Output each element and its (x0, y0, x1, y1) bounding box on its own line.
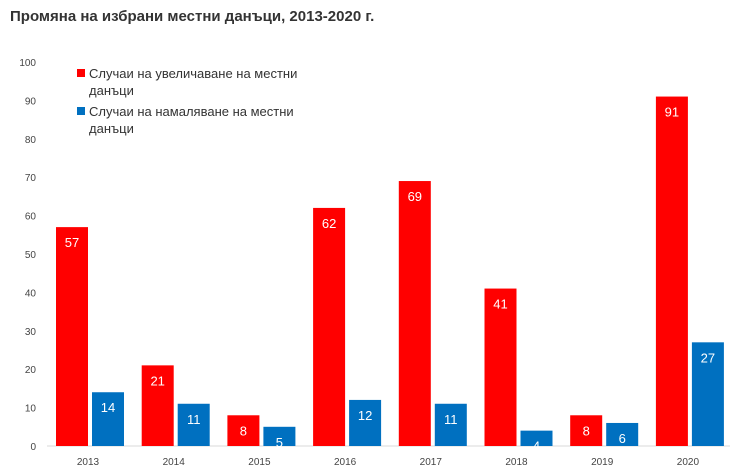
data-label: 8 (240, 423, 247, 438)
bar-increase-2016 (313, 207, 346, 446)
y-tick-label: 100 (19, 58, 36, 69)
data-label: 62 (322, 216, 336, 231)
bar-increase-2014 (141, 365, 174, 446)
x-tick-label: 2018 (505, 457, 528, 468)
y-tick-label: 30 (25, 327, 37, 338)
data-label: 41 (493, 297, 507, 312)
x-tick-label: 2013 (77, 457, 100, 468)
x-tick-label: 2016 (334, 457, 357, 468)
data-label: 21 (150, 373, 164, 388)
legend-label: данъци (89, 121, 134, 136)
data-label: 27 (701, 350, 715, 365)
bar-increase-2015 (227, 415, 260, 446)
bar-increase-2013 (56, 227, 88, 446)
data-label: 6 (619, 431, 626, 446)
y-tick-label: 70 (25, 173, 37, 184)
y-tick-label: 60 (25, 212, 37, 223)
bar-decrease-2016 (349, 399, 382, 446)
chart-title: Промяна на избрани местни данъци, 2013-2… (10, 8, 375, 25)
bar-decrease-2019 (606, 422, 639, 446)
data-label: 69 (408, 189, 422, 204)
data-label: 8 (583, 423, 590, 438)
bar-increase-2020 (655, 96, 688, 446)
bar-decrease-2014 (177, 403, 210, 446)
bar-decrease-2020 (691, 342, 724, 446)
legend-label: Случаи на увеличаване на местни (89, 66, 297, 81)
y-tick-label: 0 (30, 442, 36, 453)
legend-label: данъци (89, 83, 134, 98)
bar-increase-2017 (398, 181, 431, 447)
y-tick-label: 10 (25, 404, 37, 415)
x-tick-label: 2015 (248, 457, 271, 468)
bar-decrease-2015 (263, 426, 296, 446)
bar-increase-2018 (484, 288, 517, 446)
legend-label: Случаи на намаляване на местни (89, 104, 294, 119)
y-tick-label: 50 (25, 250, 37, 261)
data-label: 11 (444, 412, 458, 427)
data-label: 57 (65, 235, 79, 250)
y-tick-label: 80 (25, 135, 37, 146)
x-tick-label: 2014 (163, 457, 186, 468)
legend-swatch (77, 69, 85, 77)
data-label: 4 (533, 439, 540, 454)
bar-decrease-2018 (520, 430, 553, 446)
x-tick-label: 2019 (591, 457, 614, 468)
data-label: 91 (665, 105, 679, 120)
data-label: 11 (187, 412, 201, 427)
y-tick-label: 40 (25, 288, 37, 299)
legend-swatch (77, 107, 85, 115)
bar-decrease-2017 (434, 403, 467, 446)
x-tick-label: 2020 (677, 457, 700, 468)
data-label: 12 (358, 408, 372, 423)
data-label: 14 (101, 400, 115, 415)
y-tick-label: 20 (25, 365, 37, 376)
y-tick-label: 90 (25, 96, 37, 107)
bar-decrease-2013 (92, 392, 124, 446)
x-tick-label: 2017 (420, 457, 443, 468)
bar-increase-2019 (570, 415, 603, 446)
data-label: 5 (276, 435, 283, 450)
